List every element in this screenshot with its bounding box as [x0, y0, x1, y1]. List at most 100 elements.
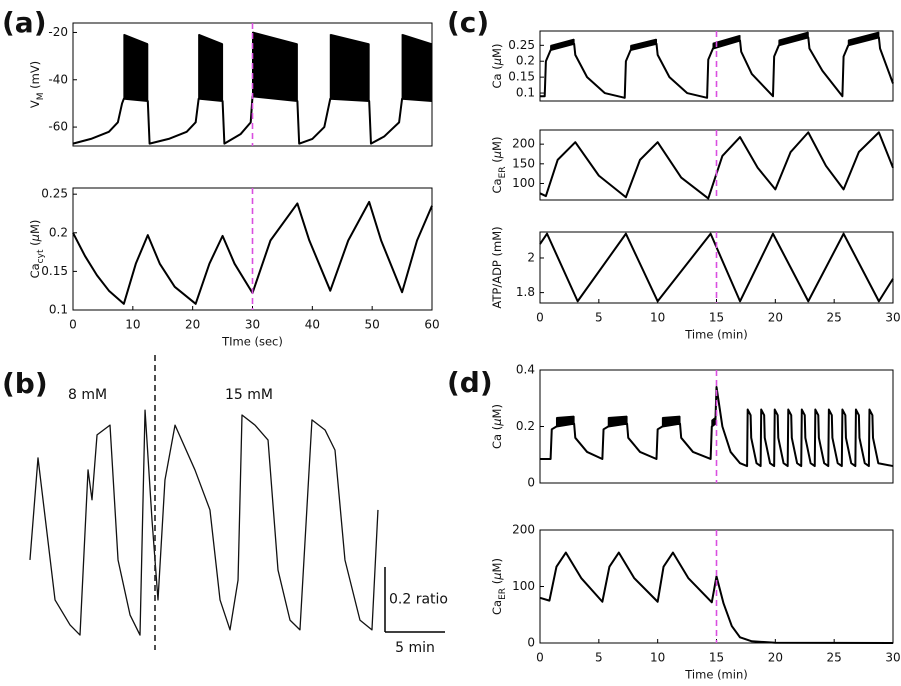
- axes-frame: [539, 529, 894, 644]
- y-tick-label: 0: [527, 476, 535, 490]
- y-axis-label-part: M): [490, 44, 504, 58]
- y-tick-label: 1.8: [516, 285, 535, 299]
- y-tick-label: 0.25: [508, 38, 535, 52]
- y-axis-label-part: Ca (: [490, 65, 504, 88]
- y-tick-label: 0: [527, 636, 535, 650]
- annotation: 15 mM: [225, 387, 273, 403]
- x-tick-label: 20: [768, 311, 783, 325]
- y-axis-label-part: (: [28, 241, 42, 249]
- trace: [540, 385, 894, 468]
- x-tick-label: 25: [827, 651, 842, 665]
- y-tick-label: 0.15: [508, 70, 535, 84]
- y-tick-label: 200: [512, 137, 535, 151]
- y-axis-label-part: M): [28, 220, 42, 234]
- trace: [540, 36, 894, 99]
- annotation: 8 mM: [68, 387, 107, 403]
- x-tick-label: 60: [424, 318, 439, 332]
- y-axis-label-part: ATP/ADP (mM): [490, 226, 504, 308]
- y-axis-label-part: (mV): [28, 61, 42, 93]
- y-axis-label-part: Ca: [28, 263, 42, 278]
- x-tick-label: 0: [536, 651, 544, 665]
- y-axis-label-part: V: [28, 100, 42, 108]
- y-axis-label: Ca (μM): [490, 404, 504, 449]
- y-tick-label: 0.2: [49, 225, 68, 239]
- burst-band: [329, 34, 370, 102]
- y-tick-label: 0.15: [41, 264, 68, 278]
- y-axis-label-part: ER: [498, 588, 508, 600]
- trace: [72, 95, 433, 145]
- x-axis-label: Time (min): [684, 668, 747, 682]
- x-tick-label: 0: [69, 318, 77, 332]
- x-tick-label: 10: [125, 318, 140, 332]
- y-tick-label: -20: [48, 25, 68, 39]
- x-axis-label: Time (min): [684, 328, 747, 342]
- x-tick-label: 20: [768, 651, 783, 665]
- y-axis-label-part: Ca (: [490, 426, 504, 449]
- y-tick-label: 0.25: [41, 187, 68, 201]
- x-tick-label: 15: [709, 651, 724, 665]
- y-axis-label: ATP/ADP (mM): [490, 226, 504, 308]
- x-tick-label: 10: [650, 311, 665, 325]
- trace: [550, 31, 880, 47]
- y-tick-label: 0.2: [516, 419, 535, 433]
- x-axis-label: TIme (sec): [221, 335, 283, 349]
- y-tick-label: -60: [48, 120, 68, 134]
- trace: [556, 415, 716, 422]
- y-axis-label: CaER (μM): [490, 137, 508, 194]
- y-axis-label-part: (: [490, 158, 504, 166]
- panel-label: (a): [2, 6, 47, 39]
- scale-bar-y-label: 0.2 ratio: [389, 592, 448, 608]
- y-axis-label-part: M): [490, 404, 504, 418]
- burst-band: [123, 34, 149, 102]
- y-tick-label: -40: [48, 72, 68, 86]
- x-tick-label: 15: [709, 311, 724, 325]
- y-axis-label-part: ER: [498, 166, 508, 178]
- x-tick-label: 20: [185, 318, 200, 332]
- y-tick-label: 0.1: [49, 303, 68, 317]
- y-tick-label: 200: [512, 523, 535, 537]
- x-tick-label: 25: [827, 311, 842, 325]
- y-tick-label: 0.1: [516, 86, 535, 100]
- y-axis-label-part: M): [490, 137, 504, 151]
- y-tick-label: 2: [527, 250, 535, 264]
- x-tick-label: 10: [650, 651, 665, 665]
- y-axis-label: VM (mV): [28, 61, 46, 108]
- y-tick-label: 0.4: [516, 363, 535, 377]
- x-tick-label: 50: [365, 318, 380, 332]
- x-tick-label: 40: [305, 318, 320, 332]
- y-axis-label-part: (: [490, 580, 504, 588]
- burst-band: [401, 34, 433, 102]
- y-tick-label: 100: [512, 579, 535, 593]
- y-axis-label-part: cyt: [36, 249, 46, 263]
- x-tick-label: 30: [885, 651, 900, 665]
- panel-label: (d): [447, 366, 493, 399]
- x-tick-label: 30: [885, 311, 900, 325]
- y-axis-label-part: M): [490, 558, 504, 572]
- scale-bar-x-label: 5 min: [395, 640, 435, 656]
- x-tick-label: 5: [595, 651, 603, 665]
- y-axis-label-part: Ca: [490, 178, 504, 193]
- trace: [539, 232, 894, 303]
- y-tick-label: 0.2: [516, 54, 535, 68]
- trace: [29, 409, 379, 636]
- x-tick-label: 5: [595, 311, 603, 325]
- trace: [539, 551, 894, 644]
- panel-label: (b): [2, 367, 48, 400]
- y-axis-label-part: μ: [490, 151, 504, 159]
- y-axis-label-part: μ: [490, 572, 504, 580]
- y-axis-label-part: M: [36, 93, 46, 101]
- x-tick-label: 0: [536, 311, 544, 325]
- y-axis-label: CaER (μM): [490, 558, 508, 615]
- y-axis-label-part: μ: [490, 418, 504, 426]
- y-axis-label-part: Ca: [490, 600, 504, 615]
- panel-label: (c): [447, 6, 489, 39]
- y-axis-label-part: μ: [490, 58, 504, 66]
- trace: [539, 131, 894, 200]
- burst-band: [198, 34, 224, 102]
- y-tick-label: 100: [512, 176, 535, 190]
- y-axis-label: Cacyt (μM): [28, 220, 46, 279]
- y-axis-label: Ca (μM): [490, 44, 504, 89]
- trace: [123, 31, 433, 46]
- trace: [72, 200, 433, 305]
